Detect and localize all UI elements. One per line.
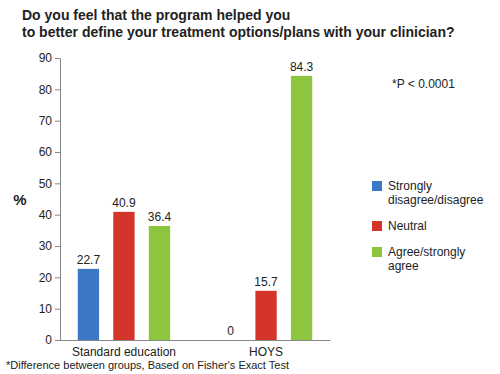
- y-tick-label: 10: [39, 302, 53, 316]
- x-axis: Standard education HOYS: [61, 341, 331, 360]
- y-tick: 50: [39, 177, 60, 191]
- legend-swatch: [372, 247, 382, 257]
- y-tick-mark: [55, 121, 60, 122]
- data-label: 40.9: [112, 196, 136, 210]
- bar: [255, 291, 276, 340]
- x-tick-label: HOYS: [249, 345, 283, 359]
- y-tick-label: 30: [39, 239, 53, 253]
- legend-label: Stronglydisagree/disagree: [388, 179, 484, 207]
- y-axis: 0 10 20 30 40 50 60 70 80 90: [39, 51, 61, 347]
- y-tick: 70: [39, 114, 60, 128]
- y-tick-label: 50: [39, 177, 53, 191]
- legend-item: Stronglydisagree/disagree: [372, 179, 484, 207]
- y-tick-label: 80: [39, 83, 53, 97]
- bar: [291, 76, 312, 340]
- x-tick: HOYS: [249, 345, 283, 359]
- y-tick-label: 40: [39, 208, 53, 222]
- y-tick-label: 70: [39, 114, 53, 128]
- data-labels: 22.7 0 40.9 15.7 36.4 84.3: [77, 60, 314, 338]
- y-tick-label: 60: [39, 145, 53, 159]
- y-tick: 10: [39, 302, 60, 316]
- y-tick-label: 90: [39, 51, 53, 65]
- y-tick: 40: [39, 208, 60, 222]
- annotation: *P < 0.0001: [392, 77, 455, 91]
- footnote: *Difference between groups, Based on Fis…: [6, 359, 289, 371]
- bars: [78, 76, 312, 340]
- y-tick-label: 20: [39, 271, 53, 285]
- y-tick-mark: [55, 152, 60, 153]
- title: Do you feel that the program helped yout…: [22, 7, 455, 40]
- y-tick-mark: [55, 277, 60, 278]
- legend-item: Agree/stronglyagree: [372, 245, 465, 273]
- legend: Stronglydisagree/disagree Neutral Agree/st…: [372, 179, 484, 273]
- y-axis-line: [55, 59, 61, 341]
- y-tick-mark: [55, 340, 60, 341]
- y-tick: 30: [39, 239, 60, 253]
- chart: Do you feel that the program helped yout…: [0, 0, 500, 374]
- y-tick-mark: [55, 246, 60, 247]
- data-label: 36.4: [148, 210, 172, 224]
- x-tick: Standard education: [72, 345, 176, 359]
- y-tick: 0: [45, 333, 60, 347]
- data-label: 15.7: [254, 275, 278, 289]
- y-tick: 20: [39, 271, 60, 285]
- y-tick-mark: [55, 58, 60, 59]
- y-tick: 90: [39, 51, 60, 65]
- y-tick: 60: [39, 145, 60, 159]
- legend-label: Neutral: [388, 219, 427, 233]
- bar: [78, 269, 99, 340]
- x-axis-line: [61, 340, 331, 341]
- data-label: 84.3: [290, 60, 314, 74]
- bar: [113, 212, 134, 340]
- legend-swatch: [372, 181, 382, 191]
- data-label: 22.7: [77, 253, 101, 267]
- bar: [220, 340, 241, 341]
- bar: [149, 226, 170, 340]
- x-tick-label: Standard education: [72, 345, 176, 359]
- y-tick-mark: [55, 215, 60, 216]
- y-tick-label: 0: [45, 333, 52, 347]
- data-label: 0: [227, 324, 234, 338]
- legend-swatch: [372, 221, 382, 231]
- y-tick-mark: [55, 183, 60, 184]
- y-tick-mark: [55, 89, 60, 90]
- y-axis-title: %: [13, 191, 26, 208]
- legend-item: Neutral: [372, 219, 427, 233]
- y-tick-mark: [55, 309, 60, 310]
- legend-label: Agree/stronglyagree: [388, 245, 465, 273]
- y-tick: 80: [39, 83, 60, 97]
